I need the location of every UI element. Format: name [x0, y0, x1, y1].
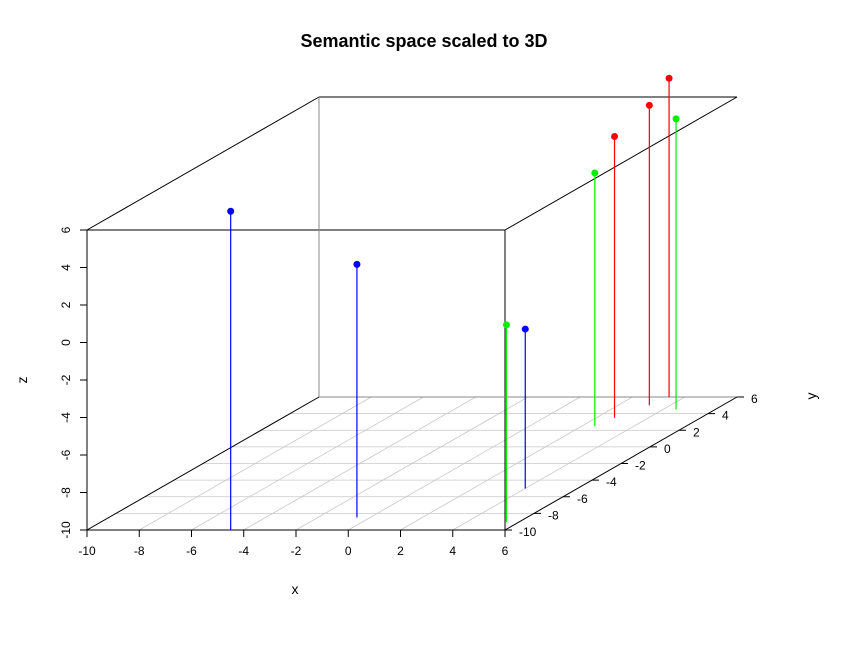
z-axis-label: z [14, 377, 30, 384]
x-tick-label: 2 [397, 544, 404, 558]
data-point [227, 207, 235, 215]
z-tick-label: 0 [59, 339, 73, 346]
y-tick-label: 0 [664, 442, 671, 456]
data-point [665, 74, 673, 82]
data-point [645, 101, 653, 109]
data-points [227, 74, 680, 530]
x-axis-ticks: -10 -8 -6 -4 -2 0 2 4 6 [78, 530, 509, 558]
box-edge [504, 96, 738, 231]
z-tick-label: -10 [59, 521, 73, 539]
grid-line-x [452, 396, 685, 531]
z-tick-label: -6 [59, 449, 73, 460]
x-tick-label: -4 [238, 544, 249, 558]
y-tick-label: -6 [577, 492, 588, 506]
y-axis-label: y [803, 393, 819, 400]
x-tick-label: 6 [502, 544, 509, 558]
y-tick-label: 2 [693, 425, 700, 439]
z-tick-label: 2 [59, 301, 73, 308]
chart-title: Semantic space scaled to 3D [300, 31, 547, 51]
z-tick-label: -4 [59, 412, 73, 423]
data-point [502, 321, 510, 329]
z-tick-label: 4 [59, 264, 73, 271]
z-axis-ticks: -10 -8 -6 -4 -2 0 2 4 6 [59, 226, 87, 539]
x-tick-label: -2 [291, 544, 302, 558]
y-axis-ticks: -10 -8 -6 -4 -2 0 2 4 6 [505, 392, 758, 539]
box-edge [86, 396, 320, 531]
x-axis-label: x [292, 581, 299, 597]
z-tick-label: -8 [59, 487, 73, 498]
y-tick-label: -4 [606, 475, 617, 489]
x-tick-label: -10 [78, 544, 96, 558]
x-tick-label: 0 [345, 544, 352, 558]
grid-line-x [348, 396, 581, 531]
x-tick-label: -6 [186, 544, 197, 558]
x-tick-label: 4 [449, 544, 456, 558]
data-point [672, 115, 680, 123]
data-point [521, 325, 529, 333]
y-tick-label: -2 [635, 459, 646, 473]
z-tick-label: -2 [59, 374, 73, 385]
data-point [353, 260, 361, 268]
data-point [591, 169, 599, 177]
y-tick-label: -10 [519, 525, 537, 539]
grid-line-x [400, 396, 633, 531]
y-tick-label: 6 [751, 392, 758, 406]
y-tick-label: 4 [722, 409, 729, 423]
y-tick-label: -8 [548, 508, 559, 522]
z-tick-label: 6 [59, 226, 73, 233]
data-point [611, 133, 619, 141]
x-tick-label: -8 [134, 544, 145, 558]
box-edge [86, 96, 320, 231]
